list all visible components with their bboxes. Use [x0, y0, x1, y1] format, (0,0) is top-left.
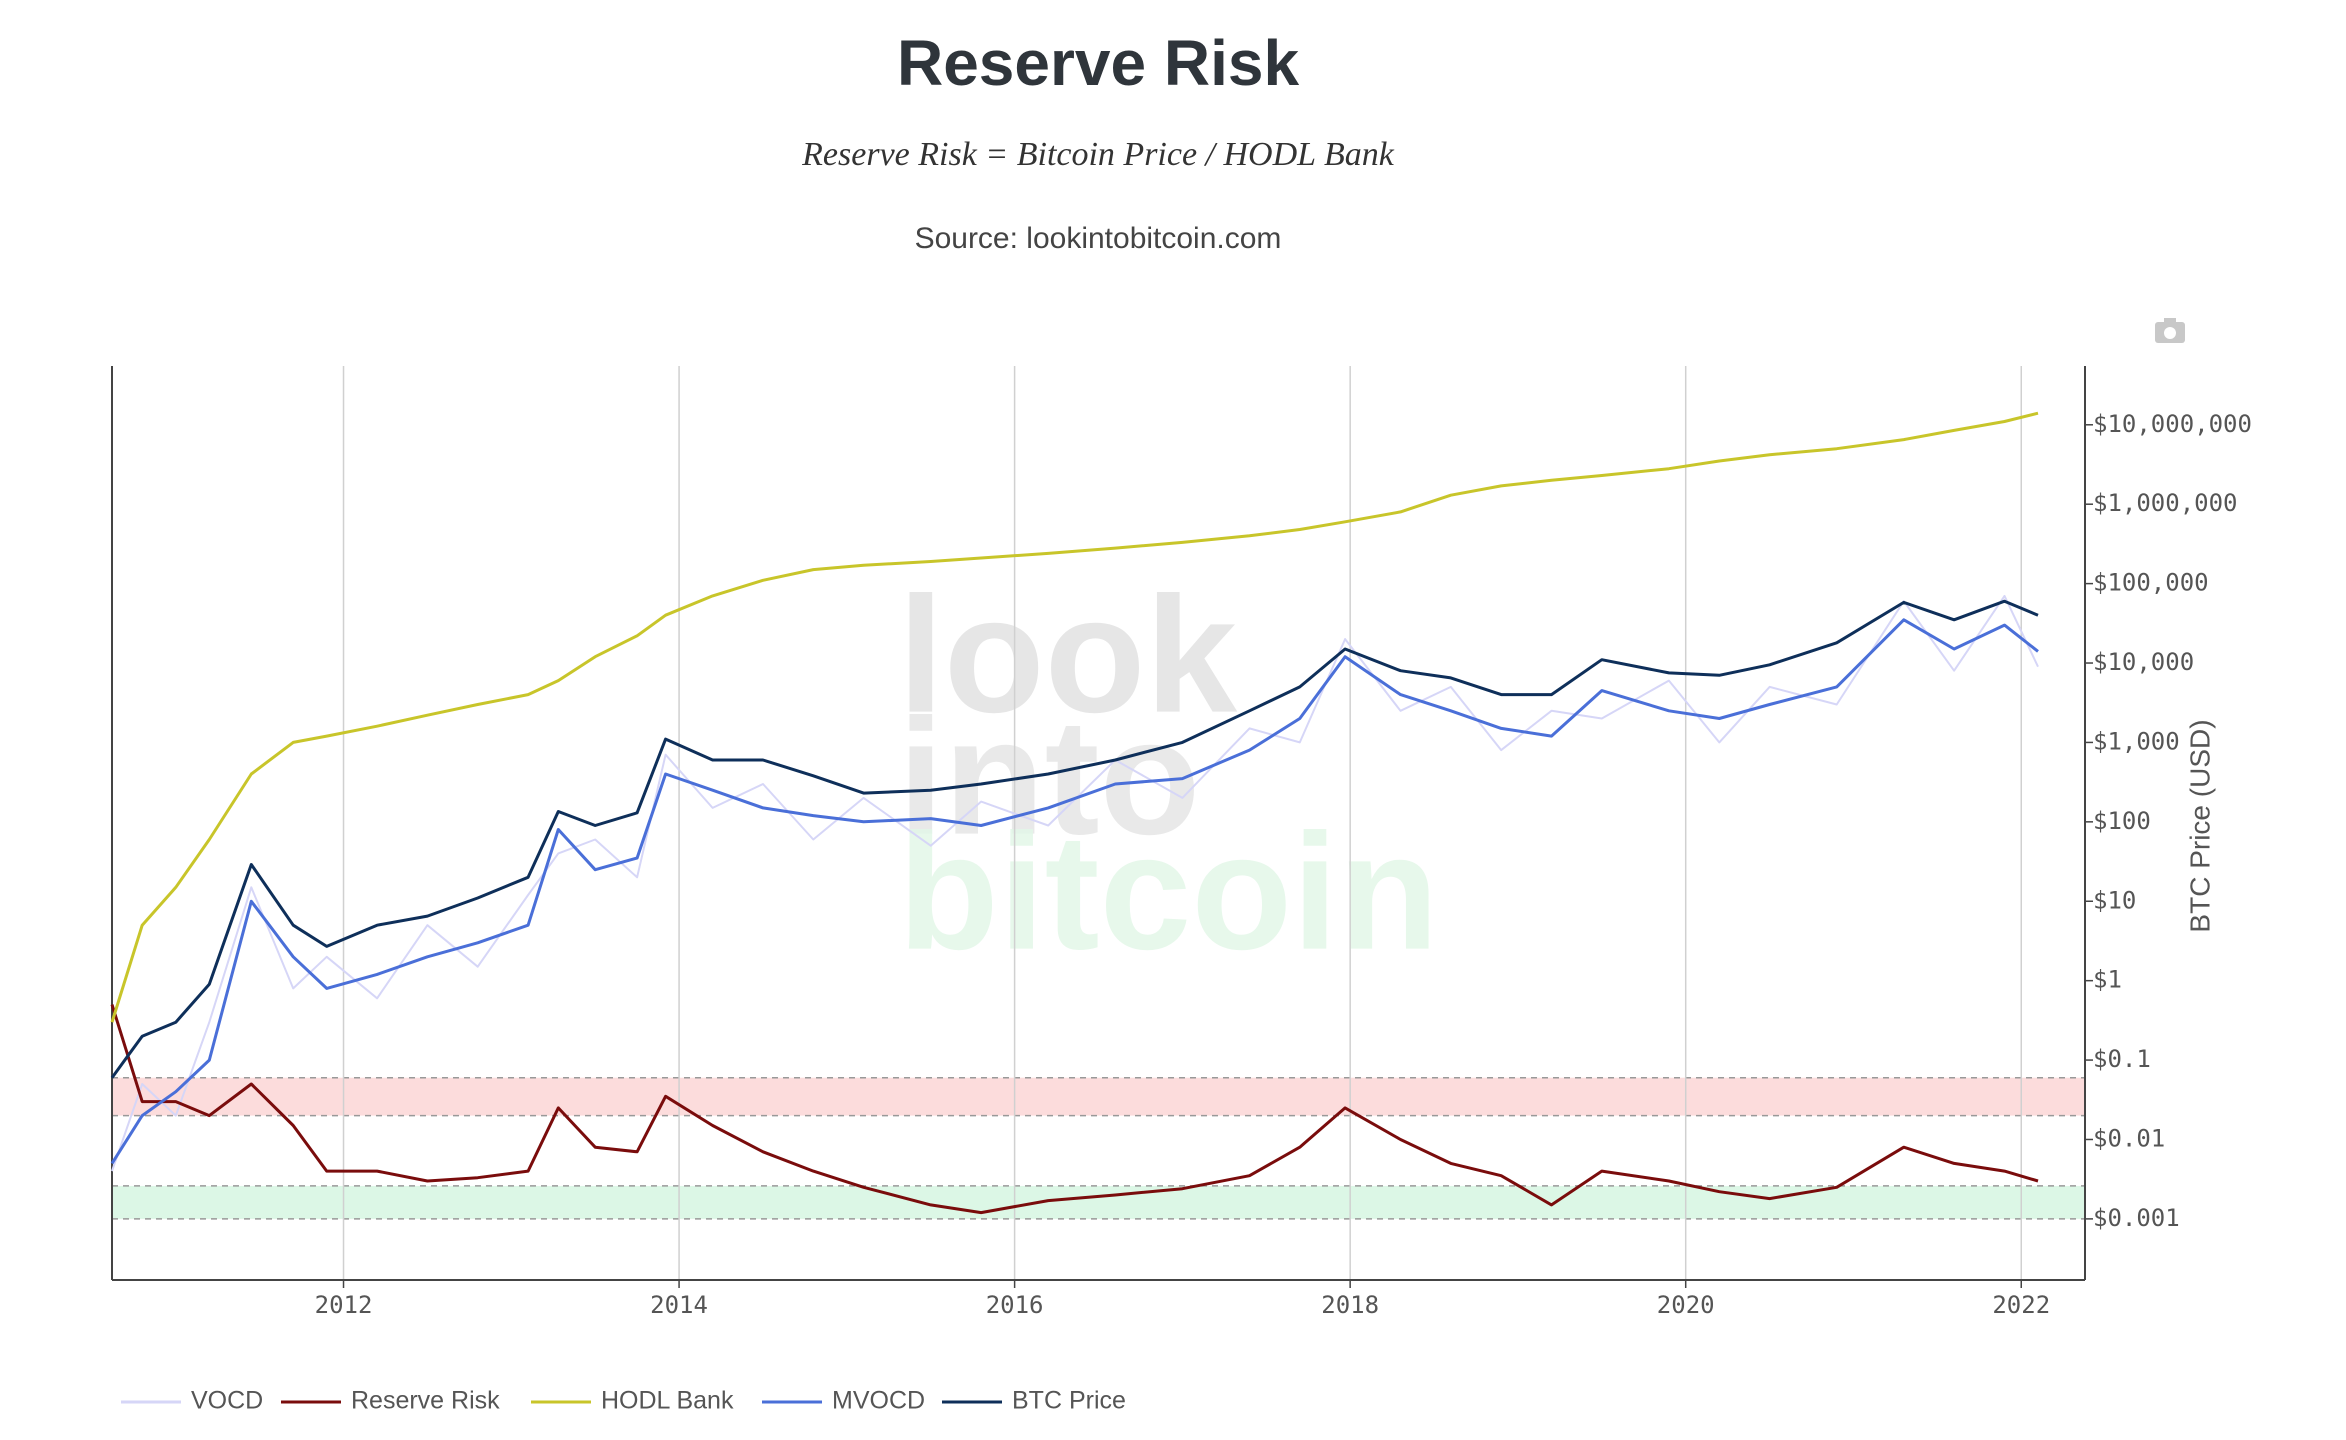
y-tick-label: $1,000 [2093, 727, 2180, 755]
series-line [110, 618, 2039, 1165]
y-tick-label: $100 [2093, 807, 2151, 835]
x-tick-label: 2016 [986, 1291, 1044, 1319]
y-tick-label: $1,000,000 [2093, 489, 2238, 517]
y-tick-label: $0.01 [2093, 1124, 2165, 1152]
legend-label: HODL Bank [601, 1387, 734, 1415]
band [112, 1077, 2085, 1116]
camera-lens[interactable] [2164, 327, 2176, 339]
watermark-word: into [898, 685, 1200, 869]
x-tick-label: 2014 [650, 1291, 708, 1319]
x-tick-label: 2020 [1657, 1291, 1715, 1319]
legend-label: MVOCD [832, 1387, 925, 1415]
series-line [110, 599, 2039, 1079]
legend-label: BTC Price [1012, 1387, 1126, 1415]
y-tick-label: $1 [2093, 966, 2122, 994]
watermark-word: bitcoin [898, 800, 1439, 984]
legend-label: Reserve Risk [351, 1387, 500, 1415]
y-tick-label: $10,000,000 [2093, 410, 2252, 438]
y-tick-label: $10 [2093, 886, 2136, 914]
chart-source: Source: lookintobitcoin.com [915, 222, 1282, 255]
chart-title: Reserve Risk [897, 27, 1299, 99]
y-tick-label: $0.001 [2093, 1204, 2180, 1232]
x-tick-label: 2018 [1321, 1291, 1379, 1319]
series-line [110, 411, 2039, 1023]
y-tick-label: $0.1 [2093, 1045, 2151, 1073]
watermark: lookintobitcoin [898, 563, 1439, 984]
y-tick-label: $10,000 [2093, 648, 2194, 676]
y-tick-label: $100,000 [2093, 569, 2209, 597]
y-axis-title: BTC Price (USD) [2184, 719, 2215, 932]
chart-subtitle: Reserve Risk = Bitcoin Price / HODL Bank [801, 136, 1395, 173]
legend-label: VOCD [191, 1387, 263, 1415]
x-tick-label: 2022 [1992, 1291, 2050, 1319]
band [112, 1185, 2085, 1219]
series-line [110, 1004, 2039, 1215]
series-line [111, 594, 2039, 1172]
camera-top[interactable] [2164, 318, 2176, 324]
camera-icon[interactable] [2155, 318, 2185, 343]
x-tick-label: 2012 [315, 1291, 373, 1319]
watermark-word: look [898, 563, 1237, 747]
